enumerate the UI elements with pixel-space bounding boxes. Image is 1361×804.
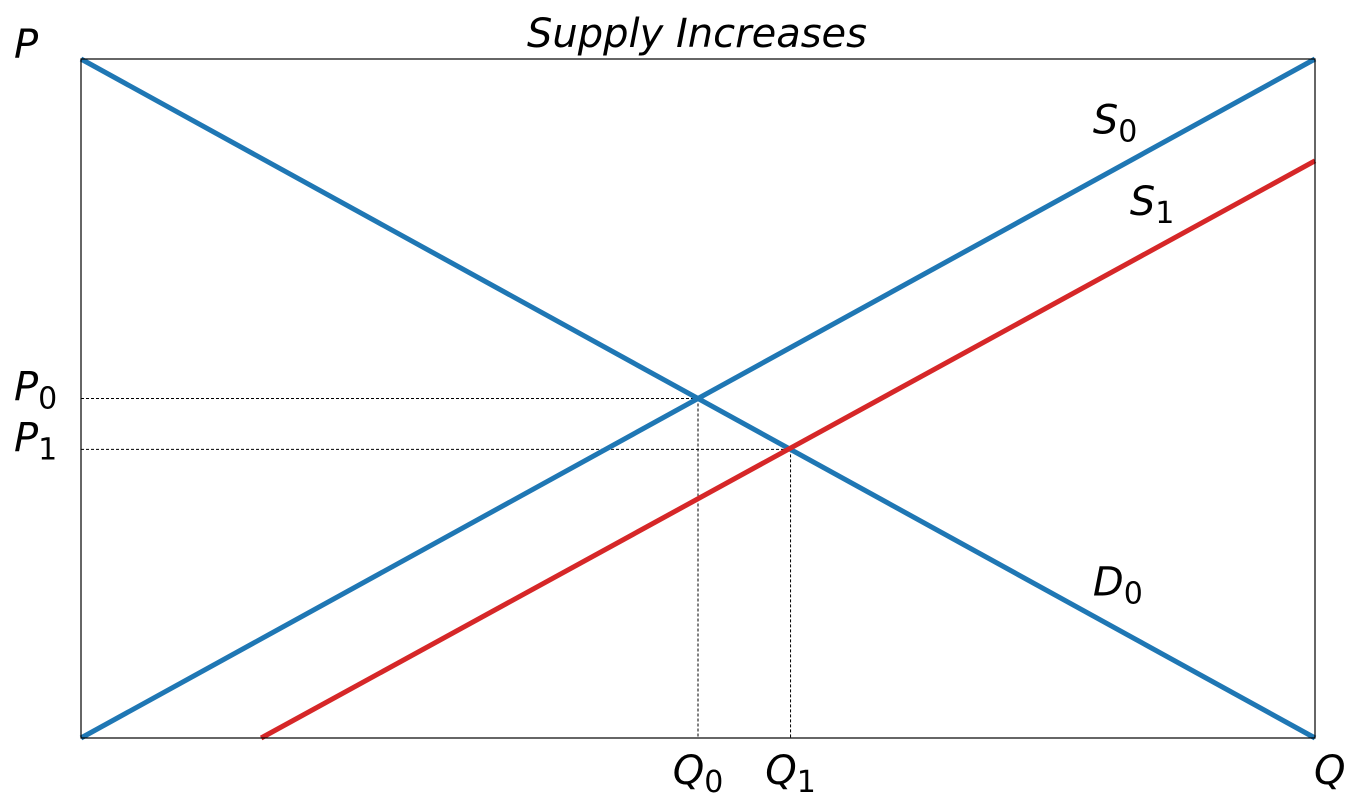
curve-label-S1: S1 [1130,179,1174,231]
x-tick-label-e0: Q0 [673,748,724,800]
curve-label-S0: S0 [1093,98,1137,150]
y-tick-label-e0: P0 [14,365,57,417]
chart-title: Supply Increases [527,11,867,57]
curve-label-D0: D0 [1093,559,1143,611]
y-tick-label-e1: P1 [14,415,57,467]
equilibrium-guide-lines [81,398,792,738]
curve-label-layer: D0 S0 S1 [1093,98,1175,612]
tick-label-layer: Q0 P0 Q1 P1 [14,365,816,801]
curve-S0 [79,56,1317,741]
curve-S1 [259,158,1317,741]
x-tick-label-e1: Q1 [765,748,816,800]
curve-layer [79,56,1317,741]
y-axis-label: P [14,22,39,68]
x-axis-label: Q [1314,748,1345,794]
plot-area-frame [80,58,1316,739]
